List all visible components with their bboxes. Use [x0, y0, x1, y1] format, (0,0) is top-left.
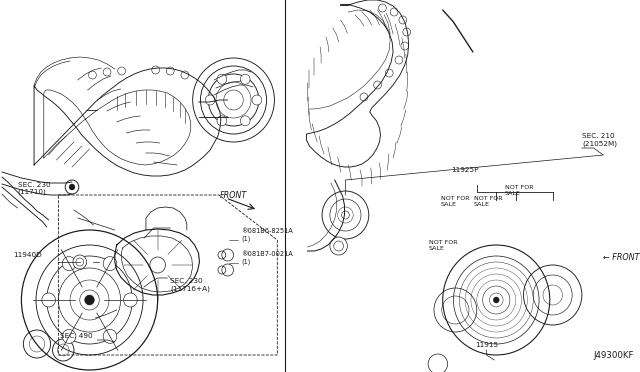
- Circle shape: [103, 257, 116, 270]
- Text: SEC. 210
(21052M): SEC. 210 (21052M): [582, 133, 617, 147]
- Circle shape: [181, 71, 189, 79]
- Circle shape: [395, 56, 403, 64]
- Circle shape: [378, 4, 387, 12]
- Circle shape: [217, 116, 227, 126]
- Text: NOT FOR
SALE: NOT FOR SALE: [474, 196, 502, 207]
- Text: ← FRONT: ← FRONT: [602, 253, 639, 263]
- Circle shape: [222, 249, 234, 261]
- Circle shape: [69, 184, 75, 190]
- Circle shape: [399, 16, 407, 24]
- Circle shape: [403, 28, 411, 36]
- Circle shape: [401, 42, 409, 50]
- Circle shape: [42, 293, 56, 307]
- Circle shape: [205, 95, 215, 105]
- Circle shape: [428, 354, 447, 372]
- Circle shape: [252, 95, 262, 105]
- Text: 11925P: 11925P: [451, 167, 479, 173]
- Text: SEC. 230
(11716+A): SEC. 230 (11716+A): [170, 278, 210, 292]
- Circle shape: [390, 8, 398, 16]
- Text: ®081B7-0021A
(1): ®081B7-0021A (1): [241, 251, 293, 265]
- Text: SEC. 230
(11710): SEC. 230 (11710): [17, 182, 50, 195]
- Circle shape: [330, 237, 348, 255]
- Circle shape: [103, 329, 116, 343]
- Text: J49300KF: J49300KF: [593, 351, 634, 360]
- Text: ®081B6-8251A
(1): ®081B6-8251A (1): [241, 228, 293, 242]
- Text: 11940D: 11940D: [13, 252, 42, 258]
- Circle shape: [118, 67, 125, 75]
- Text: SEC. 490: SEC. 490: [60, 333, 93, 339]
- Circle shape: [103, 68, 111, 76]
- Circle shape: [62, 329, 76, 343]
- Circle shape: [166, 67, 174, 75]
- Text: 11915: 11915: [475, 342, 498, 348]
- Circle shape: [84, 295, 94, 305]
- Circle shape: [152, 66, 159, 74]
- Circle shape: [342, 211, 349, 219]
- Circle shape: [217, 74, 227, 84]
- Circle shape: [493, 297, 499, 303]
- Text: NOT FOR
SALE: NOT FOR SALE: [441, 196, 469, 207]
- Text: NOT FOR
SALE: NOT FOR SALE: [429, 240, 458, 251]
- Circle shape: [374, 81, 381, 89]
- Text: FRONT: FRONT: [220, 190, 247, 199]
- Circle shape: [241, 116, 250, 126]
- Text: NOT FOR
SALE: NOT FOR SALE: [505, 185, 534, 196]
- Circle shape: [124, 293, 137, 307]
- Circle shape: [62, 257, 76, 270]
- Circle shape: [241, 74, 250, 84]
- Circle shape: [385, 69, 393, 77]
- Circle shape: [360, 93, 368, 101]
- Circle shape: [88, 71, 97, 79]
- Circle shape: [73, 255, 86, 269]
- Circle shape: [222, 264, 234, 276]
